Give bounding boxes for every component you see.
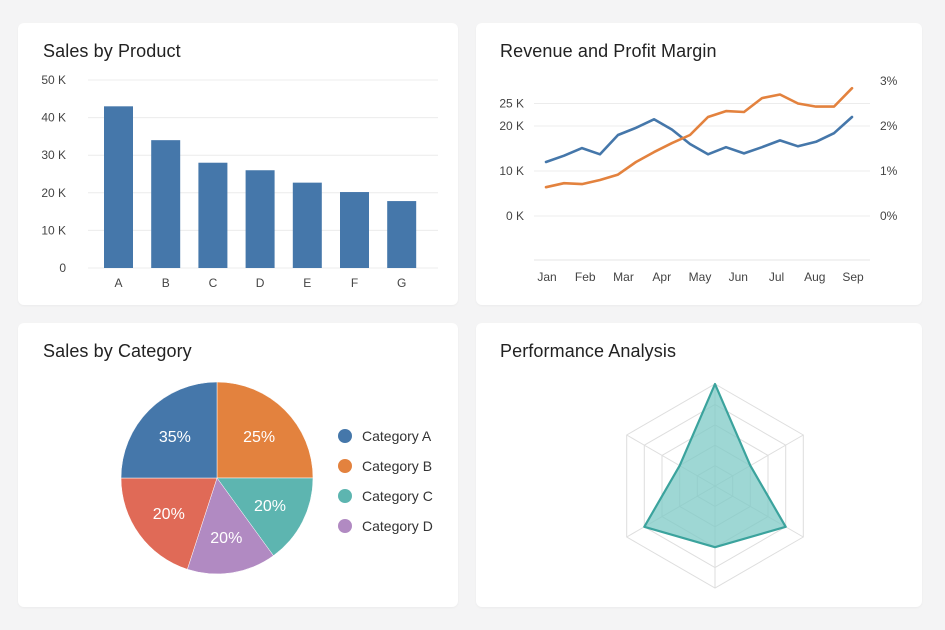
line-chart: 0 K 10 K 20 K 25 K 0% 1% 2% 3% Jan Feb Mar Apr May Ju… (499, 74, 898, 284)
legend-label: Category D (362, 518, 433, 534)
y-tick-label: 40 K (41, 111, 66, 125)
y-left-tick-label: 20 K (499, 119, 524, 133)
pie-slice (216, 381, 314, 479)
bar (340, 192, 369, 268)
profit-margin-line (544, 86, 854, 189)
x-tick-label: Aug (804, 270, 825, 284)
pie-slice (120, 477, 218, 570)
y-tick-label: 10 K (41, 223, 66, 237)
revenue-profit-card: Revenue and Profit Margin 0 K 10 K 20 K 25 … (476, 23, 922, 305)
y-left-tick-label: 0 K (506, 209, 524, 223)
sales-by-product-card: Sales by Product 0 10 K 20 K 30 K 40 K 50 K A B… (18, 23, 458, 305)
pie-chart: 25% 20% 20% 20% 35% (120, 381, 314, 575)
pie-slice-label: 25% (243, 429, 275, 446)
x-tick-label: B (162, 276, 170, 290)
legend-swatch (338, 489, 352, 503)
y-right-tick-label: 2% (880, 119, 898, 133)
pie-slice-label: 20% (210, 530, 242, 547)
y-tick-label: 50 K (41, 73, 66, 87)
y-tick-label: 20 K (41, 186, 66, 200)
x-tick-label: F (351, 276, 358, 290)
sales-by-category-card: Sales by Category 25% 20% 20% 20% 35% Catego… (18, 323, 458, 607)
legend-label: Category A (362, 428, 432, 444)
revenue-profit-title: Revenue and Profit Margin (500, 41, 717, 61)
legend-item: Category C (338, 481, 433, 511)
y-left-tick-label: 10 K (499, 164, 524, 178)
x-tick-label: Jun (729, 270, 748, 284)
y-right-tick-label: 3% (880, 74, 898, 88)
legend-label: Category C (362, 488, 433, 504)
x-tick-label: G (397, 276, 406, 290)
pie-slice (216, 477, 314, 557)
legend-item: Category D (338, 511, 433, 541)
performance-card: Performance Analysis (476, 323, 922, 607)
legend-label: Category B (362, 458, 433, 474)
y-tick-label: 0 (59, 261, 66, 275)
x-tick-label: A (114, 276, 122, 290)
sales-by-product-title: Sales by Product (43, 41, 181, 61)
bar (245, 170, 275, 268)
x-tick-label: E (303, 276, 311, 290)
y-left-tick-label: 25 K (499, 97, 524, 111)
radar-data-area (643, 382, 787, 549)
legend-swatch (338, 459, 352, 473)
pie-legend: Category A Category B Category C Category D (338, 421, 433, 541)
legend-swatch (338, 519, 352, 533)
x-tick-label: Feb (575, 270, 596, 284)
x-tick-label: C (209, 276, 218, 290)
pie-slice-label: 35% (159, 429, 191, 446)
bar (151, 140, 181, 268)
legend-item: Category A (338, 421, 433, 451)
bar-chart: 0 10 K 20 K 30 K 40 K 50 K A B C D E F G (41, 73, 438, 290)
x-tick-label: Sep (842, 270, 864, 284)
x-tick-label: Jul (769, 270, 784, 284)
revenue-line (544, 115, 854, 164)
x-tick-label: D (256, 276, 265, 290)
performance-title: Performance Analysis (500, 341, 677, 361)
pie-slice-label: 20% (254, 498, 286, 515)
bar (292, 182, 322, 268)
y-right-tick-label: 0% (880, 209, 898, 223)
bar (387, 201, 417, 268)
x-tick-label: Apr (652, 270, 671, 284)
pie-slice (120, 381, 218, 479)
sales-by-category-title: Sales by Category (43, 341, 192, 361)
bar (198, 162, 228, 268)
bar (104, 106, 133, 268)
legend-item: Category B (338, 451, 433, 481)
pie-slice-label: 20% (153, 506, 185, 523)
y-right-tick-label: 1% (880, 164, 898, 178)
pie-slice (187, 477, 274, 575)
x-tick-label: Jan (537, 270, 556, 284)
x-tick-label: May (689, 270, 712, 284)
legend-swatch (338, 429, 352, 443)
radar-chart (626, 382, 804, 589)
x-tick-label: Mar (613, 270, 634, 284)
y-tick-label: 30 K (41, 148, 66, 162)
